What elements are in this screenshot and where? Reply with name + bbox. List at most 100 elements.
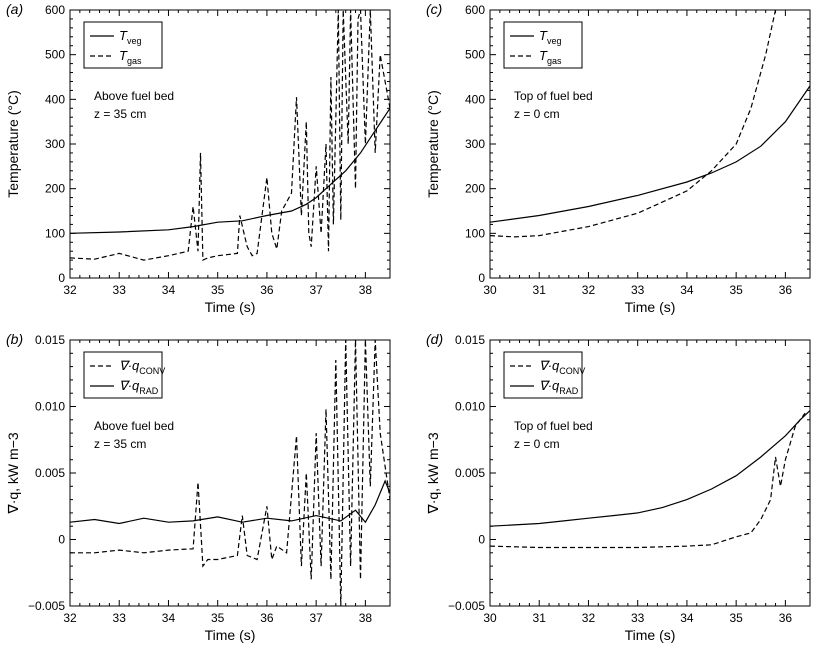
legend-label-sub: RAD	[559, 386, 579, 396]
panel-label: (b)	[6, 331, 23, 347]
legend-label-sub: veg	[127, 36, 142, 46]
y-tick-label: 400	[45, 92, 65, 106]
legend-label: Tveg	[539, 28, 561, 46]
x-tick-label: 31	[533, 611, 547, 625]
annotation-line: Top of fuel bed	[514, 89, 593, 103]
y-tick-label: 0.015	[455, 333, 485, 347]
x-axis-title: Time (s)	[625, 627, 676, 643]
series-line-tgas	[70, 10, 390, 262]
x-tick-label: 32	[63, 611, 77, 625]
panel-c: 30 31 32 33 34 35 36 0 100 200 300 400 500 600 Time (s…	[425, 1, 811, 315]
x-tick-label: 34	[680, 283, 694, 297]
panel-label: (d)	[426, 331, 443, 347]
series-line-qrad	[70, 479, 390, 525]
legend-label-main: ∇·q	[539, 358, 560, 373]
legend-label-sub: gas	[547, 56, 562, 66]
x-tick-label: 30	[483, 283, 497, 297]
series-line-tveg	[490, 85, 810, 223]
annotation-line: Above fuel bed	[94, 89, 174, 103]
series-group	[490, 410, 810, 549]
legend: ∇·qCONV∇·qRAD	[503, 351, 585, 399]
y-tick-label: 100	[465, 226, 485, 240]
legend-label-main: T	[539, 28, 548, 43]
annotation-line: Top of fuel bed	[514, 419, 593, 433]
legend-label-sub: veg	[547, 36, 562, 46]
x-tick-label: 34	[680, 611, 694, 625]
panel-a: 32 33 34 35 36 37 38 0 100 200 300 400 500 600 Time (s…	[5, 1, 391, 315]
annotation-line: Above fuel bed	[94, 419, 174, 433]
y-tick-label: 500	[465, 48, 485, 62]
panel-label: (c)	[426, 1, 442, 17]
series-group	[70, 10, 390, 262]
y-tick-label: 200	[45, 182, 65, 196]
annotation-line: z = 35 cm	[94, 107, 146, 121]
series-group	[490, 10, 810, 238]
x-tick-label: 34	[162, 283, 176, 297]
x-tick-label: 35	[729, 283, 743, 297]
legend-label: ∇·qRAD	[539, 378, 579, 396]
x-axis-title: Time (s)	[625, 299, 676, 315]
y-tick-label: 0.015	[35, 333, 65, 347]
x-tick-label: 37	[309, 611, 323, 625]
legend-label-sub: gas	[127, 56, 142, 66]
legend-box	[503, 351, 583, 399]
x-tick-label: 32	[63, 283, 77, 297]
x-axis-title: Time (s)	[205, 627, 256, 643]
x-tick-label: 31	[533, 283, 547, 297]
panel-b: 32 33 34 35 36 37 38 −0.005 0 0.005 0.010 0.015 Time…	[5, 331, 391, 643]
x-tick-label: 37	[309, 283, 323, 297]
x-tick-label: 34	[162, 611, 176, 625]
y-tick-label: 0	[478, 533, 485, 547]
x-tick-label: 38	[359, 611, 373, 625]
panel-label: (a)	[6, 1, 23, 17]
x-tick-label: 35	[211, 283, 225, 297]
y-tick-label: 300	[45, 137, 65, 151]
legend-label-sub: CONV	[139, 366, 165, 376]
x-tick-label: 35	[729, 611, 743, 625]
x-axis-title: Time (s)	[205, 299, 256, 315]
legend-label-main: T	[539, 48, 548, 63]
panel-d: 30 31 32 33 34 35 36 −0.005 0 0.005 0.010 0.015 Time…	[425, 331, 811, 643]
x-tick-label: 30	[483, 611, 497, 625]
x-tick-label: 33	[631, 283, 645, 297]
x-tick-label: 35	[211, 611, 225, 625]
y-tick-label: 0	[58, 533, 65, 547]
series-group	[70, 340, 390, 606]
x-tick-label: 33	[631, 611, 645, 625]
x-tick-label: 32	[582, 283, 596, 297]
y-tick-label: 0.005	[35, 466, 65, 480]
annotation-line: z = 35 cm	[94, 437, 146, 451]
legend-label-main: T	[119, 48, 128, 63]
legend-label: Tgas	[539, 48, 562, 66]
y-tick-label: 300	[465, 137, 485, 151]
y-tick-label: 400	[465, 92, 485, 106]
legend: ∇·qCONV ∇·qRAD	[83, 351, 165, 399]
y-tick-label: 0.005	[455, 466, 485, 480]
y-tick-label: 0	[478, 271, 485, 285]
y-tick-label: 600	[465, 3, 485, 17]
x-tick-label: 36	[260, 283, 274, 297]
legend-label-sub: CONV	[559, 366, 585, 376]
y-tick-label: 0.010	[35, 400, 65, 414]
y-axis-title: Temperature (°C)	[5, 90, 21, 198]
x-tick-label: 33	[113, 283, 127, 297]
y-tick-label: 0	[58, 271, 65, 285]
x-tick-label: 36	[260, 611, 274, 625]
y-tick-label: 200	[465, 182, 485, 196]
legend-box	[83, 351, 163, 399]
x-tick-label: 36	[779, 611, 793, 625]
series-line-tgas	[490, 10, 777, 238]
y-tick-label: 0.010	[455, 400, 485, 414]
legend-label: Tgas	[119, 48, 142, 66]
x-tick-label: 36	[779, 283, 793, 297]
y-axis-title: Temperature (°C)	[425, 90, 441, 198]
y-tick-label: 500	[45, 48, 65, 62]
legend-label: ∇·qRAD	[119, 378, 159, 396]
legend-label: ∇·qCONV	[119, 358, 165, 376]
y-tick-label: −0.005	[448, 599, 485, 613]
legend-box	[503, 21, 583, 69]
series-line-qconv	[490, 412, 806, 549]
annotation-line: z = 0 cm	[514, 107, 560, 121]
legend-label-main: ∇·q	[539, 378, 560, 393]
